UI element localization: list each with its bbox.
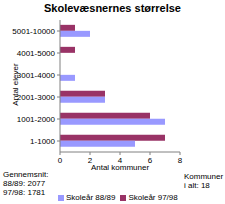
svg-text:8: 8: [178, 156, 183, 165]
html-text:Skolevæsnernes størrelse: Skolevæsnernes størrelse: [44, 2, 181, 14]
html-text:Gennemsnit:: Gennemsnit:: [3, 170, 49, 179]
svg-text:1-1000: 1-1000: [30, 137, 55, 146]
html-text:Antal elever: Antal elever: [10, 63, 20, 106]
svg-text:2: 2: [87, 155, 93, 165]
svg-text:6: 6: [147, 155, 153, 165]
html-text:Antal kommuner: Antal kommuner: [90, 163, 150, 172]
html-text:Skoleår 88/89: Skoleår 88/89: [66, 193, 116, 202]
svg-text:0: 0: [58, 156, 63, 165]
svg-text:3001-4000: 3001-4000: [17, 71, 56, 80]
svg-text:5001-10000: 5001-10000: [12, 27, 55, 36]
html-text:Skoleår 97/98: Skoleår 97/98: [128, 193, 178, 202]
svg-text:4001-5000: 4001-5000: [17, 49, 56, 58]
svg-text:1001-2000: 1001-2000: [17, 115, 56, 124]
svg-text:4: 4: [117, 155, 123, 165]
html-text:88/89: 2077: 88/89: 2077: [3, 179, 46, 188]
html-text:Kommuner i alt: 18: Kommuner i alt: 18: [184, 172, 224, 190]
svg-text:2001-3000: 2001-3000: [17, 93, 56, 102]
html-text:97/98: 1781: 97/98: 1781: [3, 188, 46, 197]
